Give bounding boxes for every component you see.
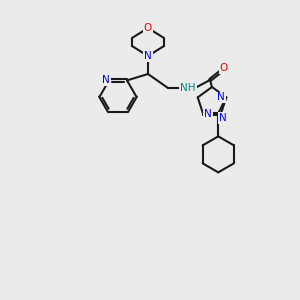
Text: N: N [144,51,152,61]
Text: N: N [219,113,227,123]
Text: NH: NH [180,83,196,93]
Text: O: O [220,63,228,73]
Text: N: N [218,92,225,102]
Text: O: O [144,23,152,33]
Text: N: N [204,109,212,119]
Text: N: N [102,75,110,85]
